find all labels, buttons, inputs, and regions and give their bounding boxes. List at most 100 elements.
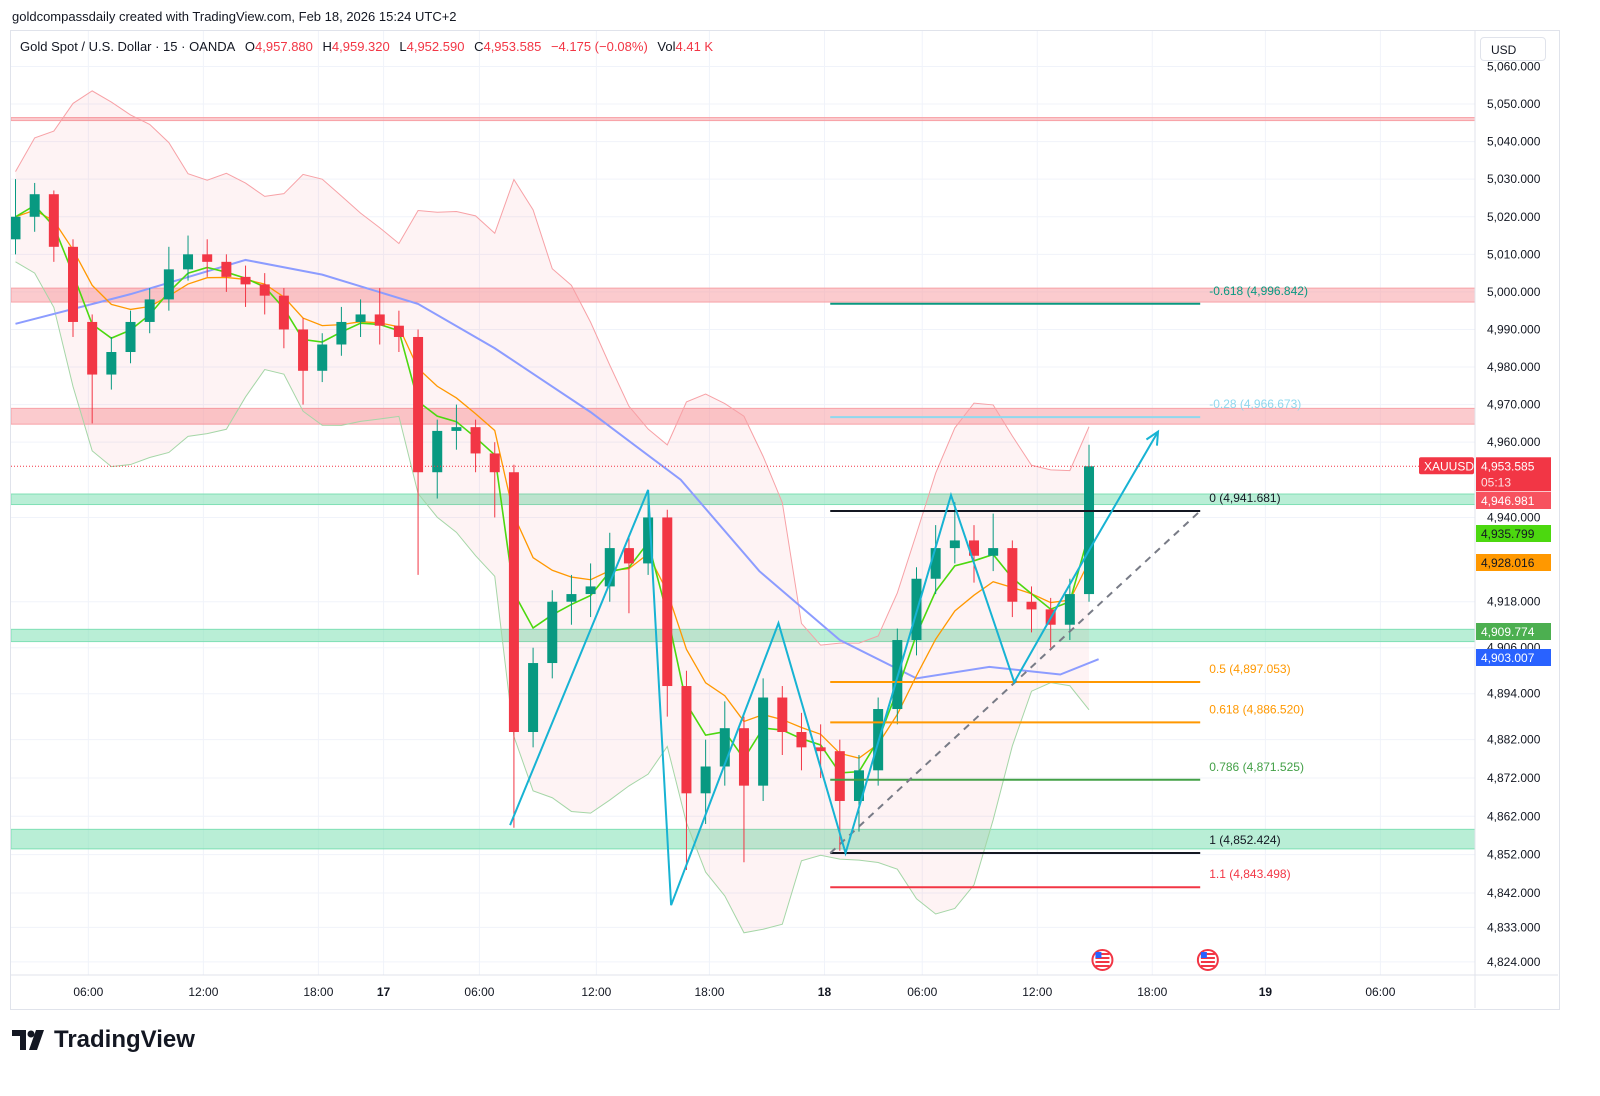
candle [662,509,673,717]
fib-level-label: -0.28 (4,966.673) [1209,397,1301,411]
price-axis-tick: 4,894.000 [1487,687,1541,701]
flag-stripe [1095,957,1110,959]
flag-stripe [1200,953,1215,955]
candle-body [29,194,40,217]
price-axis-tick: 4,842.000 [1487,886,1541,900]
flag-stripe [1095,965,1110,967]
candle [777,686,788,756]
candle [681,670,692,870]
candle [700,739,711,824]
tradingview-logo[interactable]: TradingView [12,1026,195,1054]
ema-slow-line [15,209,1090,759]
candle [623,536,634,614]
price-axis-tick: 4,862.000 [1487,809,1541,823]
candle [355,299,366,337]
candle-body [547,601,558,664]
fib-level-label: -0.618 (4,996.842) [1209,284,1308,298]
candle [949,502,960,564]
candle [163,246,174,311]
close-value: C4,953.585 [474,39,542,54]
volume-value: Vol4.41 K [657,39,714,54]
candle-body [125,321,136,353]
candle [585,563,596,618]
candle-body [1026,601,1037,610]
candle [106,336,117,390]
resistance-zone [11,117,1475,122]
candle [853,755,864,832]
candle [413,329,424,575]
candle [1064,578,1075,641]
candle [317,333,328,383]
candle [796,712,807,771]
price-axis-tick: 4,852.000 [1487,848,1541,862]
candle-body [432,430,443,473]
price-label-bg [1476,525,1551,542]
tradingview-logo-icon [12,1030,44,1050]
price-axis-tick: 4,960.000 [1487,435,1541,449]
candle [719,701,730,786]
candle [125,310,136,364]
symbol-name[interactable]: Gold Spot / U.S. Dollar · 15 · OANDA [20,39,236,54]
candle-body [681,686,692,794]
price-label-text: 4,909.774 [1481,625,1535,639]
time-axis-tick: 06:00 [1365,985,1395,999]
candle [738,716,749,863]
candle-body [777,697,788,733]
flag-stripe [1200,965,1215,967]
candle [183,235,194,281]
candle [969,525,979,583]
price-label-text: 4,903.007 [1481,651,1535,665]
change-value: −4.175 (−0.08%) [550,39,648,54]
price-axis-tick: 5,000.000 [1487,285,1541,299]
currency-selector[interactable]: USD [1480,37,1546,61]
candle [451,404,462,450]
symbol-legend: Gold Spot / U.S. Dollar · 15 · OANDA O4,… [20,39,719,54]
countdown-text: 05:13 [1481,475,1511,489]
candle-body [11,216,21,240]
price-label-bg [1476,623,1551,640]
candle-body [1007,548,1018,602]
candle-body [144,299,155,322]
price-label-text: 4,928.016 [1481,556,1535,570]
candle [547,590,558,679]
candle [1084,444,1095,602]
ema-fast-value-label: 4,935.799 [1476,525,1551,542]
candle-body [298,329,309,371]
price-label-text: 4,935.799 [1481,527,1535,541]
candle-body [604,548,615,587]
candle-body [1064,594,1075,625]
candle [508,464,519,828]
candle-body [719,728,730,767]
candle [528,647,539,748]
price-axis-tick: 4,872.000 [1487,771,1541,785]
last-price-label: 4,953.585 05:13 [1476,457,1551,492]
candle-body [240,276,251,285]
zone-value-label: 4,909.774 [1476,623,1551,640]
candle [988,513,999,572]
time-axis-tick: 19 [1259,985,1273,999]
time-axis-tick: 06:00 [464,985,494,999]
candle-body [853,770,864,801]
logo-text: TradingView [54,1026,195,1053]
flag-stripe [1200,957,1215,959]
plot-area: -0.618 (4,996.842) -0.28 (4,966.673) 0 (4,… [11,31,1475,975]
price-axis-tick: 5,040.000 [1487,135,1541,149]
candle-body [451,427,462,431]
candle [930,525,941,595]
candle-body [528,663,539,733]
open-value: O4,957.880 [244,39,313,54]
support-zone [11,493,1475,506]
candle-body [623,548,634,564]
candle [1026,586,1037,633]
time-axis-tick: 12:00 [188,985,218,999]
price-label-bg [1476,457,1551,492]
time-axis-tick: 06:00 [907,985,937,999]
candle [221,254,232,292]
chart-credit: goldcompassdaily created with TradingVie… [12,9,457,24]
time-axis-tick: 18 [818,985,832,999]
candle-body [278,295,289,330]
candle [566,574,577,625]
fib-level-label: 0.786 (4,871.525) [1209,760,1304,774]
low-value: L4,952.590 [399,39,465,54]
